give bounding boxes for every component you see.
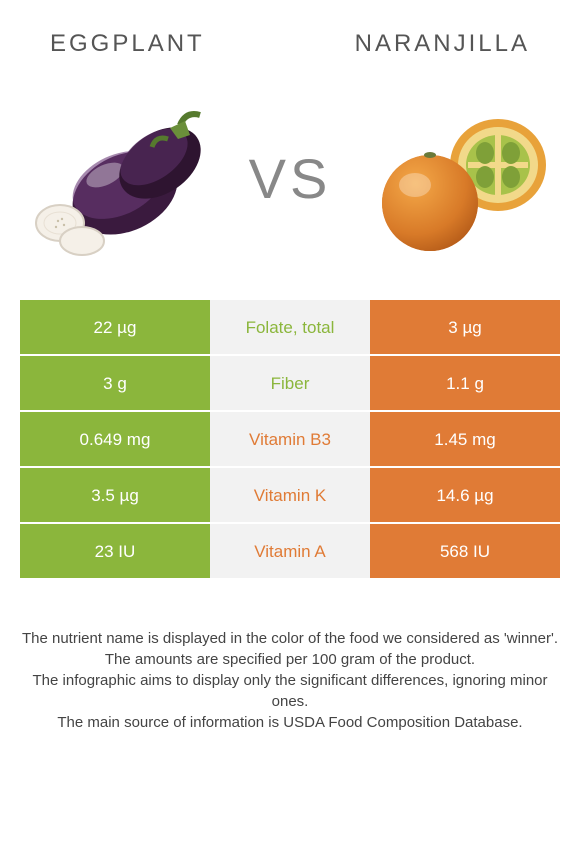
left-value-cell: 3 g xyxy=(20,356,210,410)
nutrient-label-cell: Fiber xyxy=(210,356,370,410)
nutrient-label-cell: Vitamin B3 xyxy=(210,412,370,466)
naranjilla-image xyxy=(370,93,550,263)
left-value-cell: 0.649 mg xyxy=(20,412,210,466)
right-value-cell: 3 µg xyxy=(370,300,560,354)
footer-line: The nutrient name is displayed in the co… xyxy=(20,628,560,649)
header: Eggplant Naranjilla xyxy=(0,0,580,78)
left-value-cell: 3.5 µg xyxy=(20,468,210,522)
table-row: 0.649 mgVitamin B31.45 mg xyxy=(20,410,560,466)
right-value-cell: 568 IU xyxy=(370,524,560,578)
right-value-cell: 1.1 g xyxy=(370,356,560,410)
nutrient-label-cell: Vitamin A xyxy=(210,524,370,578)
vs-label: VS xyxy=(249,146,332,211)
left-food-title: Eggplant xyxy=(50,30,205,58)
footer-line: The main source of information is USDA F… xyxy=(20,712,560,733)
left-value-cell: 22 µg xyxy=(20,300,210,354)
nutrient-label-cell: Folate, total xyxy=(210,300,370,354)
nutrient-table: 22 µgFolate, total3 µg3 gFiber1.1 g0.649… xyxy=(20,298,560,578)
right-food-title: Naranjilla xyxy=(355,30,530,58)
footer-notes: The nutrient name is displayed in the co… xyxy=(0,578,580,733)
right-value-cell: 1.45 mg xyxy=(370,412,560,466)
right-value-cell: 14.6 µg xyxy=(370,468,560,522)
table-row: 3 gFiber1.1 g xyxy=(20,354,560,410)
footer-line: The infographic aims to display only the… xyxy=(20,670,560,712)
table-row: 3.5 µgVitamin K14.6 µg xyxy=(20,466,560,522)
table-row: 23 IUVitamin A568 IU xyxy=(20,522,560,578)
table-row: 22 µgFolate, total3 µg xyxy=(20,298,560,354)
eggplant-image xyxy=(30,93,210,263)
left-value-cell: 23 IU xyxy=(20,524,210,578)
nutrient-label-cell: Vitamin K xyxy=(210,468,370,522)
images-row: VS xyxy=(0,78,580,298)
footer-line: The amounts are specified per 100 gram o… xyxy=(20,649,560,670)
